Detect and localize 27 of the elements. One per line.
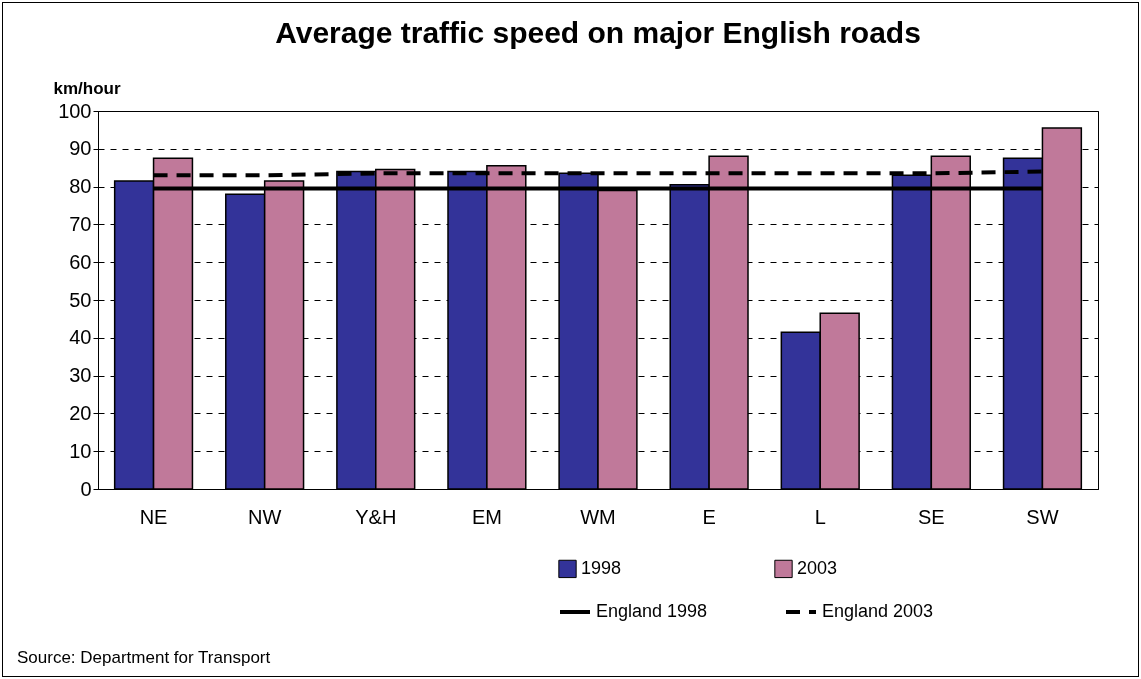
y-tick-label: 50 xyxy=(69,288,92,311)
source-note: Source: Department for Transport xyxy=(17,648,271,668)
y-axis-title: km/hour xyxy=(53,78,121,98)
x-tick-label: SW xyxy=(1026,505,1059,528)
x-tick-label: NE xyxy=(139,505,168,528)
x-tick-label: EM xyxy=(471,505,502,528)
y-tick-label: 70 xyxy=(69,212,92,235)
legend-label: England 1998 xyxy=(596,601,708,621)
x-tick-label: SE xyxy=(917,505,945,528)
x-tick-label: Y&H xyxy=(355,505,397,528)
y-tick-label: 100 xyxy=(58,99,92,122)
y-tick-label: 80 xyxy=(69,175,92,198)
y-tick-label: 40 xyxy=(69,326,92,349)
x-tick-label: WM xyxy=(580,505,616,528)
y-tick-label: 90 xyxy=(69,137,92,160)
y-tick-label: 20 xyxy=(69,401,92,424)
chart-title: Average traffic speed on major English roads xyxy=(275,16,921,49)
y-tick-label: 0 xyxy=(80,477,92,500)
legend-label: England 2003 xyxy=(822,601,934,621)
y-tick-label: 30 xyxy=(69,364,92,387)
x-tick-label: NW xyxy=(248,505,282,528)
y-tick-label: 10 xyxy=(69,439,92,462)
y-tick-label: 60 xyxy=(69,250,92,273)
x-tick-label: E xyxy=(702,505,716,528)
legend-label: 1998 xyxy=(581,557,622,578)
x-tick-label: L xyxy=(814,505,826,528)
legend-label: 2003 xyxy=(797,557,838,578)
